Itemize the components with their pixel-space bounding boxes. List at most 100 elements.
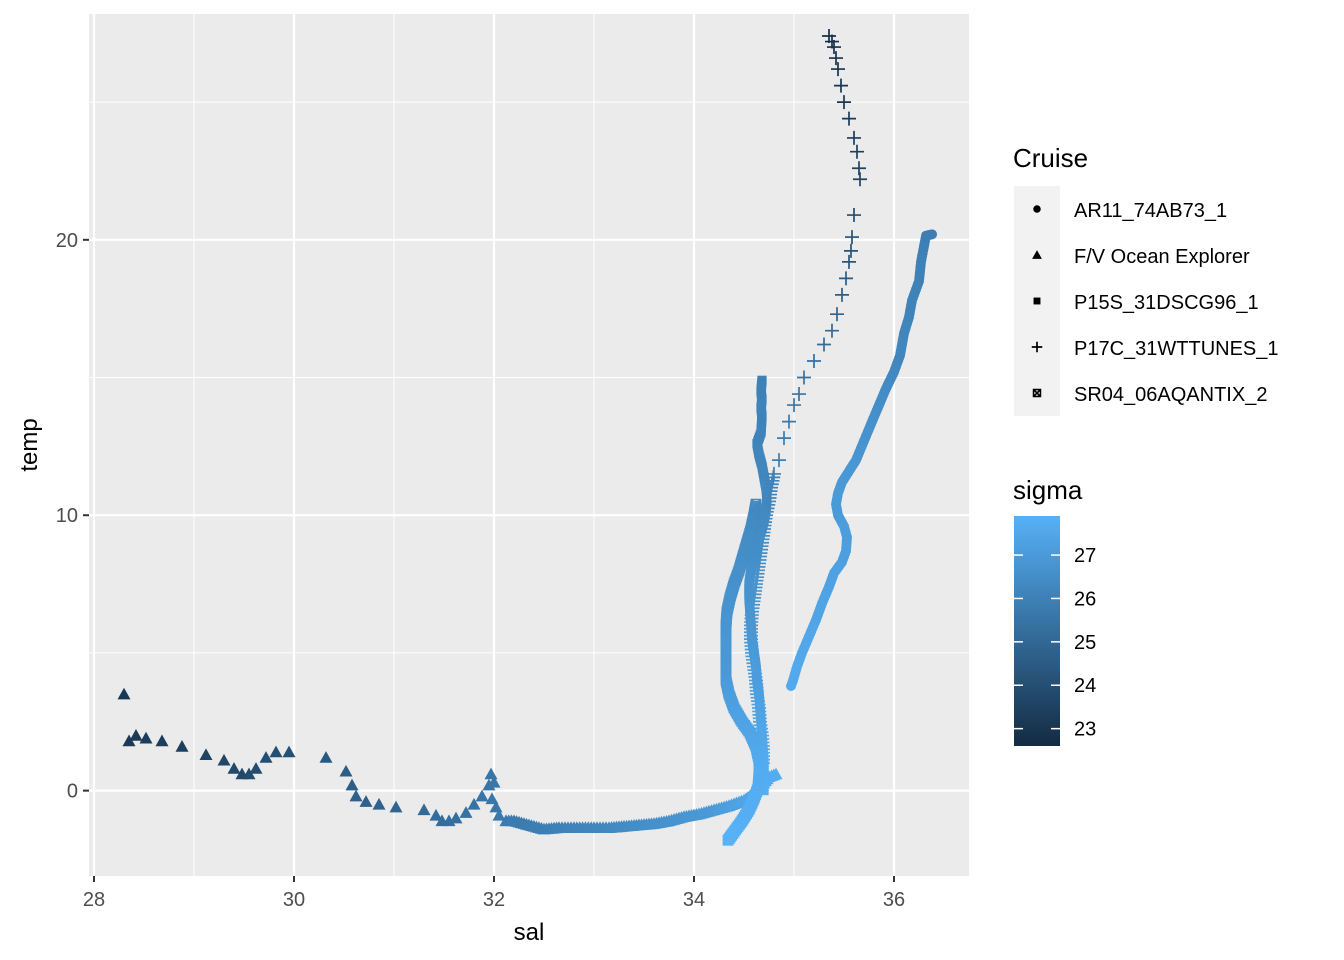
shape-legend-keys: [1031, 205, 1043, 398]
data-point: [242, 767, 256, 780]
data-point: [389, 800, 403, 813]
data-point: [417, 803, 431, 816]
data-point: [837, 95, 851, 110]
shape-legend-title: Cruise: [1013, 143, 1088, 173]
panel-background: [89, 14, 969, 876]
data-point: [845, 230, 859, 245]
y-axis-title: temp: [16, 418, 43, 471]
data-point: [842, 254, 856, 269]
grid-major: [89, 14, 969, 876]
legend-label-fv-ocean-explorer: F/V Ocean Explorer: [1074, 246, 1250, 268]
data-point: [475, 789, 489, 802]
data-point: [199, 748, 213, 761]
legend-label-p17c: P17C_31WTTUNES_1: [1074, 338, 1279, 360]
data-point: [117, 687, 131, 700]
data-point: [817, 337, 831, 352]
data-point: [282, 745, 296, 758]
data-point: [217, 753, 231, 766]
data-point: [853, 172, 867, 187]
data-point: [319, 751, 333, 763]
color-bar: [1014, 516, 1060, 746]
y-tick-label: 20: [56, 230, 78, 252]
data-point: [847, 130, 861, 145]
data-point: [722, 834, 734, 846]
series-p17c-31wttunes-1: [744, 29, 867, 771]
data-point: [429, 808, 443, 821]
x-tick-label: 36: [883, 889, 905, 911]
data-point: [782, 414, 796, 429]
legend-key-triangle-icon: [1032, 250, 1042, 259]
x-tick-label: 32: [483, 889, 505, 911]
color-legend-break-label: 26: [1074, 588, 1096, 610]
data-point: [829, 51, 843, 66]
legend-key-square-icon: [1033, 297, 1041, 305]
legend-key-boxed-x-icon: [1032, 388, 1042, 398]
data-point: [122, 734, 136, 747]
color-legend-ticks: 23 24 25 26 27: [1014, 545, 1096, 741]
color-legend-break-label: 25: [1074, 632, 1096, 654]
series-ar11-74ab73-1: [786, 229, 937, 691]
data-point: [175, 740, 189, 752]
x-axis-title: sal: [514, 919, 545, 946]
series-sr04-06aqantix-2: [720, 498, 765, 846]
data-point: [847, 208, 861, 223]
legend-key-circle-icon: [1033, 205, 1041, 213]
data-point: [359, 795, 373, 807]
data-point: [485, 792, 499, 805]
x-axis: 28 30 32 34 36: [83, 876, 905, 911]
data-point: [852, 161, 866, 176]
y-tick-label: 0: [67, 781, 78, 803]
color-legend-break-label: 24: [1074, 675, 1096, 697]
data-point: [787, 398, 801, 413]
data-point: [825, 323, 839, 338]
data-point: [772, 453, 786, 468]
data-point: [769, 767, 783, 780]
data-point: [129, 729, 143, 741]
data-point: [487, 775, 501, 788]
legend-label-p15s: P15S_31DSCG96_1: [1074, 292, 1259, 314]
x-tick-label: 34: [683, 889, 705, 911]
data-point: [449, 811, 463, 824]
data-point: [249, 762, 263, 774]
data-point: [827, 40, 841, 55]
x-tick-label: 30: [283, 889, 305, 911]
data-point: [844, 243, 858, 258]
data-point: [492, 808, 506, 821]
data-point: [834, 78, 848, 93]
data-point: [777, 431, 791, 446]
data-point: [467, 797, 481, 810]
data-point: [830, 307, 844, 322]
data-point: [786, 680, 796, 691]
color-legend: sigma 23 24 25 26 27: [1013, 475, 1096, 746]
data-point: [339, 764, 353, 777]
color-legend-title: sigma: [1013, 475, 1083, 505]
y-tick-label: 10: [56, 505, 78, 527]
data-point: [269, 745, 283, 758]
data-point: [759, 786, 769, 796]
legend-label-sr04: SR04_06AQANTIX_2: [1074, 384, 1267, 406]
data-point: [349, 789, 363, 802]
data-point: [227, 762, 241, 774]
data-point: [792, 387, 806, 402]
series-f-v-ocean-explorer: [117, 687, 783, 835]
data-point: [842, 111, 856, 126]
data-point: [850, 144, 864, 159]
data-point: [459, 806, 473, 818]
data-point: [259, 751, 273, 763]
data-point: [155, 734, 169, 747]
grid-minor: [89, 14, 969, 876]
data-point: [839, 271, 853, 286]
data-point: [807, 354, 821, 369]
legend-label-ar11: AR11_74AB73_1: [1074, 200, 1227, 222]
data-point: [831, 62, 845, 77]
color-legend-break-label: 27: [1074, 545, 1096, 567]
points-layer: [117, 29, 937, 846]
legend-key-plus-icon: [1031, 341, 1043, 353]
x-tick-label: 28: [83, 889, 105, 911]
data-point: [372, 797, 386, 810]
shape-legend: Cruise AR11_74AB73_1 F/V Ocean Explorer …: [1013, 143, 1279, 416]
data-point: [139, 731, 153, 744]
data-point: [835, 287, 849, 302]
color-legend-break-label: 23: [1074, 719, 1096, 741]
